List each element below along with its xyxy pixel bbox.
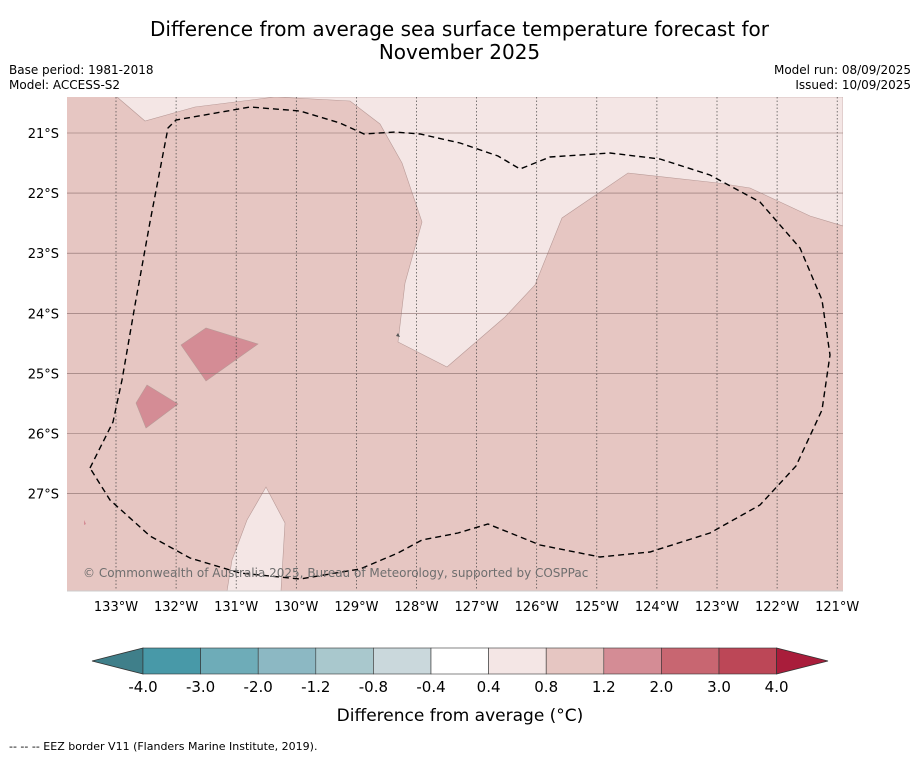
latitude-label: 26°S xyxy=(28,428,59,443)
small-feature xyxy=(396,333,400,337)
chart-title: Difference from average sea surface temp… xyxy=(0,18,919,64)
eez-border xyxy=(89,106,831,580)
colorbar-segment xyxy=(142,647,201,675)
colorbar-segment xyxy=(718,647,777,675)
anomaly-region-0.4-0.8-south xyxy=(226,486,286,591)
colorbar-segment xyxy=(373,647,432,675)
longitude-label: 121°W xyxy=(815,600,859,615)
longitude-label: 124°W xyxy=(635,600,679,615)
colorbar-tick-label: -2.0 xyxy=(244,678,273,696)
colorbar-tick-label: 2.0 xyxy=(649,678,673,696)
longitude-label: 133°W xyxy=(94,600,138,615)
colorbar-segment xyxy=(200,647,259,675)
footnote-eez: -- -- -- EEZ border V11 (Flanders Marine… xyxy=(9,740,318,753)
longitude-label: 125°W xyxy=(575,600,619,615)
colorbar-tick-label: -4.0 xyxy=(128,678,157,696)
latitude-label: 23°S xyxy=(28,247,59,262)
model-name: Model: ACCESS-S2 xyxy=(9,78,121,92)
colorbar xyxy=(91,647,829,675)
latitude-label: 21°S xyxy=(28,127,59,142)
colorbar-segment xyxy=(315,647,374,675)
colorbar-tick-label: 4.0 xyxy=(765,678,789,696)
model-run: Model run: 08/09/2025 xyxy=(773,63,911,77)
title-line-1: Difference from average sea surface temp… xyxy=(149,17,769,41)
colorbar-tick-label: 1.2 xyxy=(592,678,616,696)
colorbar-segment xyxy=(430,647,489,675)
longitude-label: 132°W xyxy=(154,600,198,615)
longitude-label: 130°W xyxy=(274,600,318,615)
longitude-labels: 133°W 132°W 131°W 130°W 129°W 128°W 127°W 126°W… xyxy=(94,600,860,615)
longitude-label: 122°W xyxy=(755,600,799,615)
colorbar-segment xyxy=(545,647,605,675)
title-line-2: November 2025 xyxy=(378,40,541,64)
colorbar-tick-label: -1.2 xyxy=(301,678,330,696)
latitude-labels: 21°S 22°S 23°S 24°S 25°S 26°S 27°S xyxy=(28,127,59,503)
anomaly-region-1.2-2.0-b xyxy=(135,384,179,429)
map-area: © Commonwealth of Australia 2025, Bureau… xyxy=(67,97,843,591)
latitude-label: 25°S xyxy=(28,367,59,382)
graticule xyxy=(67,97,843,591)
colorbar-tick-label: 3.0 xyxy=(707,678,731,696)
latitude-label: 24°S xyxy=(28,307,59,322)
longitude-label: 131°W xyxy=(214,600,258,615)
meta-left: Base period: 1981-2018 Model: ACCESS-S2 xyxy=(9,63,154,93)
longitude-label: 128°W xyxy=(394,600,438,615)
small-feature xyxy=(84,520,86,525)
colorbar-over-arrow xyxy=(776,647,829,675)
colorbar-tick-labels: -4.0 -3.0 -2.0 -1.2 -0.8 -0.4 0.4 0.8 1.2 2.0 3.0 4… xyxy=(128,678,788,696)
colorbar-tick-label: 0.4 xyxy=(477,678,501,696)
copyright-text: © Commonwealth of Australia 2025, Bureau… xyxy=(83,566,588,580)
anomaly-region-0.4-0.8-north xyxy=(116,97,843,368)
colorbar-segment xyxy=(488,647,547,675)
colorbar-segment xyxy=(257,647,317,675)
colorbar-segment xyxy=(603,647,662,675)
colorbar-segment xyxy=(661,647,720,675)
colorbar-tick-label: -0.4 xyxy=(416,678,445,696)
colorbar-tick-label: -3.0 xyxy=(186,678,215,696)
longitude-label: 126°W xyxy=(515,600,559,615)
issued-date: Issued: 10/09/2025 xyxy=(795,78,911,92)
latitude-label: 27°S xyxy=(28,488,59,503)
longitude-label: 123°W xyxy=(695,600,739,615)
colorbar-tick-label: -0.8 xyxy=(359,678,388,696)
anomaly-region-1.2-2.0-a xyxy=(180,327,259,382)
base-period: Base period: 1981-2018 xyxy=(9,63,154,77)
colorbar-under-arrow xyxy=(91,647,144,675)
meta-right: Model run: 08/09/2025 Issued: 10/09/2025 xyxy=(774,63,911,93)
colorbar-label: Difference from average (°C) xyxy=(337,706,584,726)
longitude-label: 127°W xyxy=(455,600,499,615)
longitude-label: 129°W xyxy=(334,600,378,615)
colorbar-tick-label: 0.8 xyxy=(534,678,558,696)
latitude-label: 22°S xyxy=(28,187,59,202)
